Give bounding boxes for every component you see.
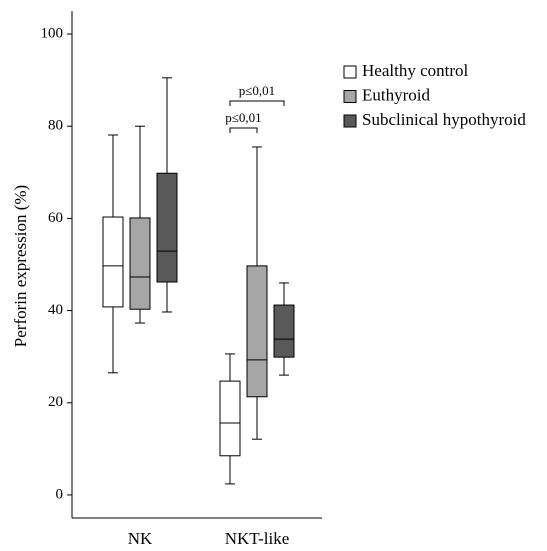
legend-label: Subclinical hypothyroid [362, 110, 526, 129]
legend-label: Euthyroid [362, 85, 430, 104]
y-axis-label: Perforin expression (%) [11, 185, 30, 347]
y-tick-label: 20 [48, 394, 63, 410]
box [102, 216, 124, 308]
y-tick-label: 0 [56, 486, 64, 502]
bracket [229, 127, 258, 133]
box [246, 265, 268, 398]
bracket [229, 100, 285, 106]
x-tick-label: NKT-like [225, 529, 290, 548]
y-tick-label: 60 [48, 210, 63, 226]
legend-swatch [343, 65, 357, 79]
y-tick-label: 100 [41, 25, 64, 41]
legend-swatch [343, 90, 357, 103]
box [129, 217, 151, 310]
x-tick-label: NK [128, 529, 153, 548]
annotation: p≤0,01 [225, 110, 261, 125]
box [156, 172, 178, 283]
box [219, 380, 241, 457]
box [273, 304, 295, 358]
annotation: p≤0,01 [239, 83, 275, 98]
y-tick-label: 40 [48, 302, 63, 318]
legend-label: Healthy control [362, 61, 468, 80]
legend-swatch [343, 114, 357, 128]
y-tick-label: 80 [48, 118, 63, 134]
